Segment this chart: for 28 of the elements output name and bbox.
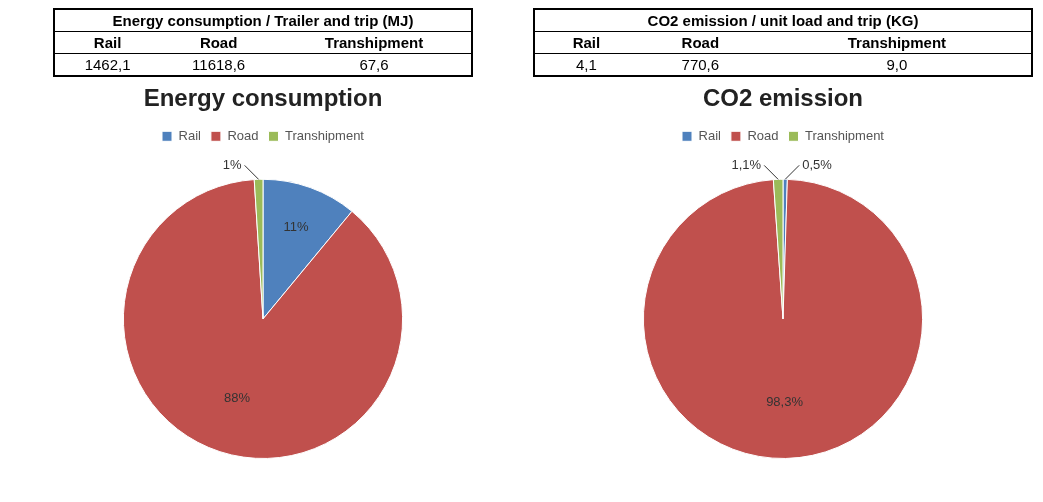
data-label: 0,5% bbox=[802, 156, 833, 172]
legend-label: Rail bbox=[698, 127, 722, 143]
data-label: 98,3% bbox=[766, 394, 804, 410]
category-label: Rail bbox=[534, 31, 638, 54]
text: CO2 emission / unit load and trip (KG) bbox=[534, 9, 1032, 32]
category-label: Road bbox=[160, 31, 278, 54]
chart-title: Energy consumption bbox=[143, 84, 383, 112]
category-label: Road bbox=[637, 31, 763, 54]
legend-label: Rail bbox=[178, 127, 202, 143]
chart-title: CO2 emission bbox=[702, 84, 864, 112]
data-label: 1% bbox=[222, 156, 243, 172]
legend-label: Transhipment bbox=[284, 127, 365, 143]
text: Energy consumption / Trailer and trip (MJ) bbox=[54, 9, 472, 32]
data-label: 88% bbox=[224, 390, 251, 406]
data-label: 770,6 bbox=[680, 55, 721, 75]
category-label: Rail bbox=[54, 31, 161, 54]
data-label: 11% bbox=[283, 218, 310, 234]
data-label: 67,6 bbox=[358, 55, 390, 75]
data-label: 1462,1 bbox=[83, 55, 132, 75]
legend-label: Transhipment bbox=[804, 127, 885, 143]
category-label: Transhipment bbox=[762, 31, 1032, 54]
data-label: 1,1% bbox=[731, 156, 762, 172]
data-label: 9,0 bbox=[885, 55, 909, 75]
category-label: Transhipment bbox=[277, 31, 472, 54]
data-label: 4,1 bbox=[575, 55, 598, 75]
data-label: 11618,6 bbox=[191, 55, 247, 75]
legend-label: Road bbox=[227, 127, 259, 143]
legend-label: Road bbox=[747, 127, 779, 143]
